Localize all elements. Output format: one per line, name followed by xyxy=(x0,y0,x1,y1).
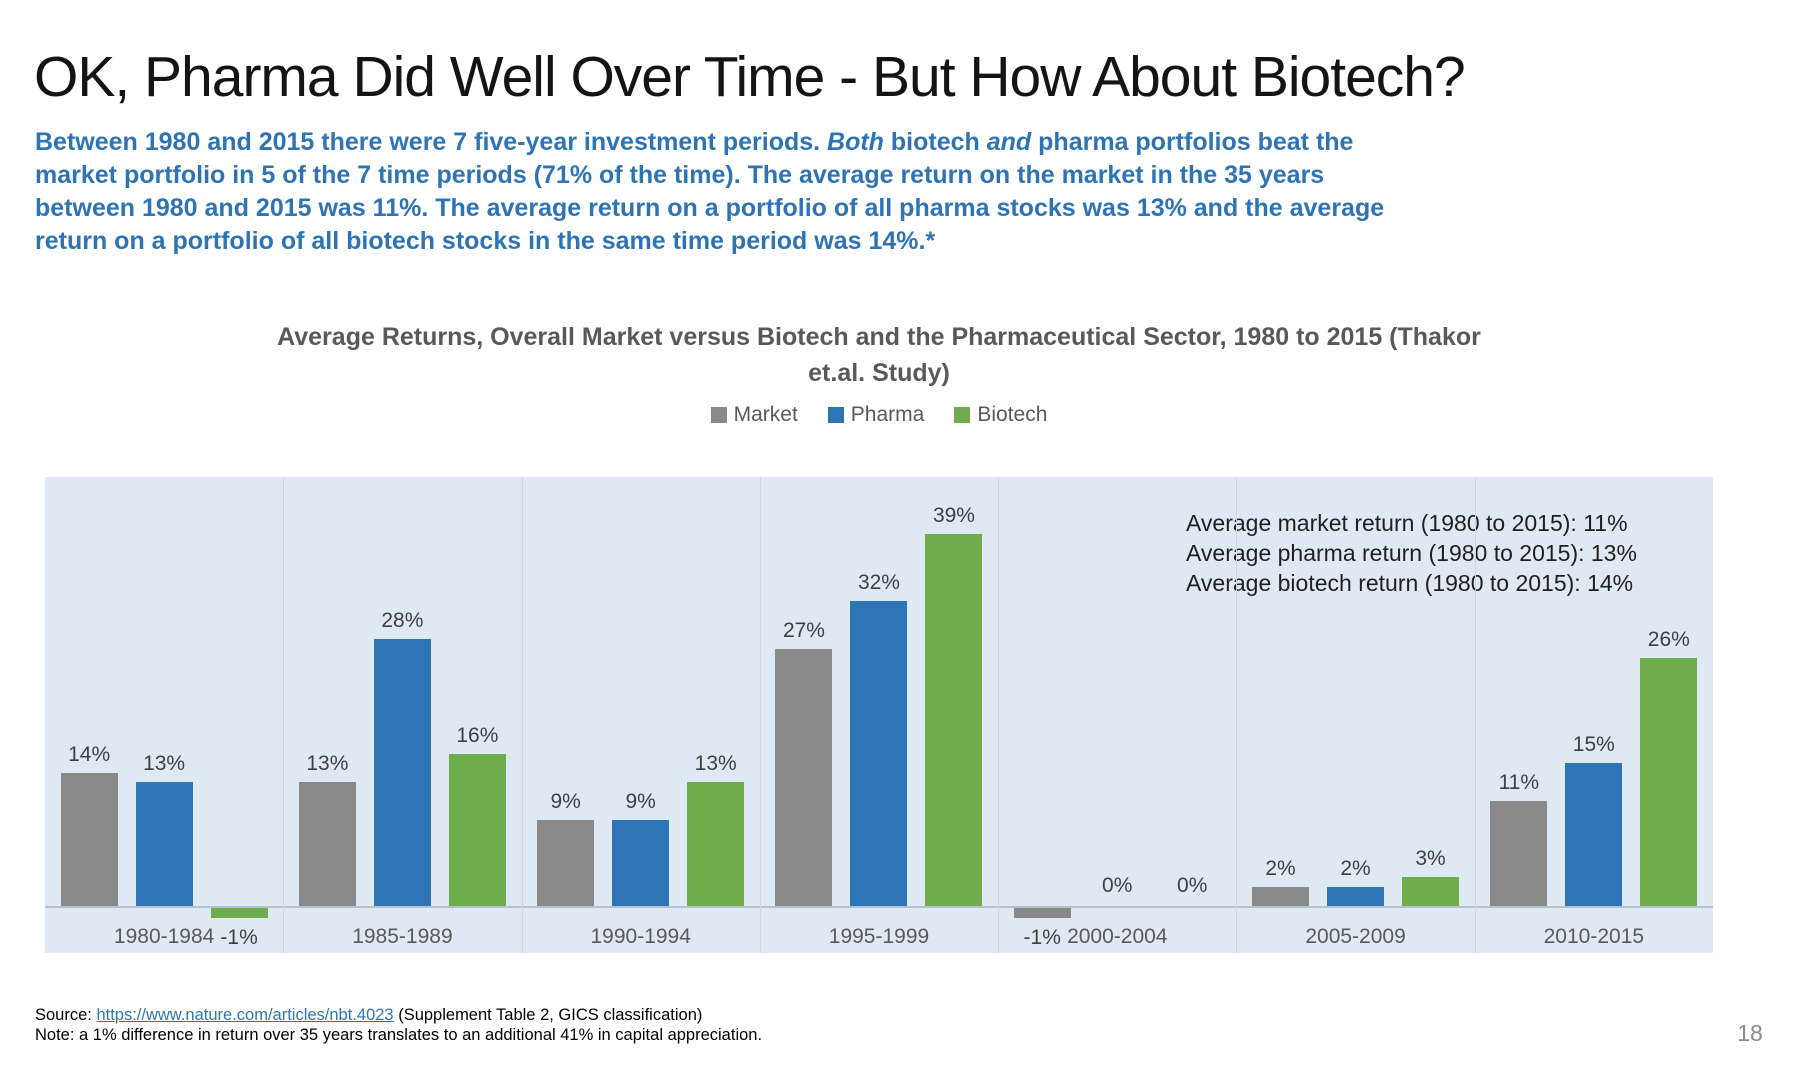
legend-item-market: Market xyxy=(710,403,798,427)
value-label-market-1980-1984: 14% xyxy=(68,742,111,766)
bar-biotech-1990-1994 xyxy=(687,782,745,906)
intro-segment-italic: and xyxy=(986,128,1032,156)
chart-title-line: et.al. Study) xyxy=(808,359,950,387)
legend-swatch-market-icon xyxy=(710,407,727,423)
bar-biotech-1985-1989 xyxy=(448,753,506,906)
bar-pharma-2005-2009 xyxy=(1327,886,1385,906)
intro-paragraph: Between 1980 and 2015 there were 7 five-… xyxy=(35,126,1775,258)
legend-label-market: Market xyxy=(733,403,798,426)
category-label-1980-1984: 1980-1984 xyxy=(113,925,215,948)
chart-legend: Market Pharma Biotech xyxy=(45,400,1713,430)
value-label-biotech-1990-1994: 13% xyxy=(694,752,737,776)
annotation-line-biotech: Average biotech return (1980 to 2015): 1… xyxy=(1186,570,1634,596)
value-label-pharma-1980-1984: 13% xyxy=(143,752,186,776)
category-label-2000-2004: 2000-2004 xyxy=(1067,925,1168,948)
bar-pharma-1980-1984 xyxy=(135,782,193,906)
value-label-biotech-1980-1984: -1% xyxy=(220,926,258,949)
x-axis-line xyxy=(45,906,1713,908)
chart-title-line: Average Returns, Overall Market versus B… xyxy=(277,323,1481,351)
category-separator-gridline xyxy=(1236,477,1237,953)
bar-market-1980-1984 xyxy=(60,772,118,906)
value-label-pharma-2010-2015: 15% xyxy=(1572,733,1615,757)
chart-title: Average Returns, Overall Market versus B… xyxy=(45,319,1713,391)
legend-swatch-biotech-icon xyxy=(954,407,971,423)
bar-market-1995-1999 xyxy=(775,648,833,906)
page-number: 18 xyxy=(1737,1020,1763,1046)
category-separator-gridline xyxy=(283,477,284,953)
plot-area: Average market return (1980 to 2015): 11… xyxy=(45,477,1713,953)
intro-segment: biotech xyxy=(883,128,987,156)
source-prefix: Source: xyxy=(35,1006,97,1024)
intro-segment-italic: Both xyxy=(827,128,884,156)
bar-pharma-1985-1989 xyxy=(373,639,431,906)
category-label-1985-1989: 1985-1989 xyxy=(352,925,453,948)
category-separator-gridline xyxy=(760,477,761,953)
legend-swatch-pharma-icon xyxy=(827,407,844,423)
category-separator-gridline xyxy=(1475,477,1476,953)
value-label-biotech-2000-2004: 0% xyxy=(1177,874,1208,897)
bar-pharma-2010-2015 xyxy=(1565,763,1623,906)
note-line: Note: a 1% difference in return over 35 … xyxy=(35,1026,763,1044)
category-label-1995-1999: 1995-1999 xyxy=(828,925,930,948)
value-label-market-1995-1999: 27% xyxy=(782,618,825,642)
bar-pharma-1990-1994 xyxy=(612,820,670,906)
category-separator-gridline xyxy=(522,477,523,953)
bar-market-1985-1989 xyxy=(298,782,356,906)
value-label-market-2010-2015: 11% xyxy=(1498,771,1540,795)
category-label-2005-2009: 2005-2009 xyxy=(1305,925,1406,948)
legend-label-biotech: Biotech xyxy=(977,403,1048,426)
legend-item-biotech: Biotech xyxy=(954,403,1047,427)
intro-segment: pharma portfolios beat the xyxy=(1031,128,1354,156)
bar-market-1990-1994 xyxy=(537,820,595,906)
value-label-biotech-2005-2009: 3% xyxy=(1415,847,1446,871)
value-label-market-1990-1994: 9% xyxy=(550,790,581,814)
intro-segment: Between 1980 and 2015 there were 7 five-… xyxy=(35,128,828,156)
annotation-line-pharma: Average pharma return (1980 to 2015): 13… xyxy=(1186,540,1637,566)
value-label-pharma-1990-1994: 9% xyxy=(625,790,656,814)
intro-line: between 1980 and 2015 was 11%. The avera… xyxy=(35,194,1385,222)
value-label-pharma-2000-2004: 0% xyxy=(1102,874,1133,897)
value-label-market-1985-1989: 13% xyxy=(306,752,349,776)
intro-line: return on a portfolio of all biotech sto… xyxy=(35,227,936,255)
bar-market-2000-2004 xyxy=(1013,908,1071,918)
value-label-pharma-1995-1999: 32% xyxy=(857,571,900,595)
source-suffix: (Supplement Table 2, GICS classification… xyxy=(393,1006,703,1024)
chart-annotation: Average market return (1980 to 2015): 11… xyxy=(1186,508,1666,598)
value-label-biotech-1995-1999: 39% xyxy=(932,504,975,528)
bar-market-2005-2009 xyxy=(1252,886,1310,906)
legend-label-pharma: Pharma xyxy=(850,403,925,426)
bar-market-2010-2015 xyxy=(1490,801,1548,906)
bar-biotech-2005-2009 xyxy=(1402,877,1460,906)
footer-notes: Source: https://www.nature.com/articles/… xyxy=(35,1005,1235,1045)
source-link[interactable]: https://www.nature.com/articles/nbt.4023 xyxy=(96,1006,394,1024)
value-label-market-2005-2009: 2% xyxy=(1265,856,1296,880)
value-label-pharma-1985-1989: 28% xyxy=(381,609,424,633)
bar-biotech-2010-2015 xyxy=(1640,658,1698,906)
value-label-biotech-2010-2015: 26% xyxy=(1647,628,1690,652)
value-label-market-2000-2004: -1% xyxy=(1023,926,1061,949)
bar-biotech-1995-1999 xyxy=(925,534,983,906)
category-label-1990-1994: 1990-1994 xyxy=(590,925,691,948)
legend-item-pharma: Pharma xyxy=(827,403,925,427)
category-label-2010-2015: 2010-2015 xyxy=(1543,925,1645,948)
bar-biotech-1980-1984 xyxy=(210,908,268,918)
source-line: Source: https://www.nature.com/articles/… xyxy=(35,1005,1235,1025)
annotation-line-market: Average market return (1980 to 2015): 11… xyxy=(1186,510,1628,536)
page-title: OK, Pharma Did Well Over Time - But How … xyxy=(34,45,1466,109)
value-label-biotech-1985-1989: 16% xyxy=(456,723,499,747)
category-separator-gridline xyxy=(998,477,999,953)
value-label-pharma-2005-2009: 2% xyxy=(1340,856,1371,880)
intro-line: market portfolio in 5 of the 7 time peri… xyxy=(35,161,1325,189)
bar-pharma-1995-1999 xyxy=(850,601,908,906)
